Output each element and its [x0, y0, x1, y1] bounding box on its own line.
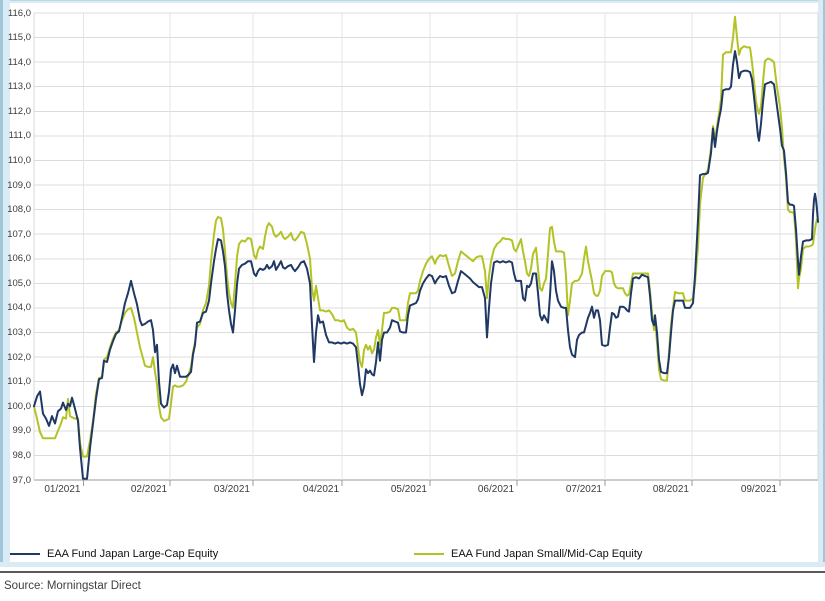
x-tick-label: 09/2021 [740, 484, 777, 495]
frame-right [818, 0, 825, 567]
y-tick-label: 108,0 [7, 204, 31, 216]
y-tick-label: 101,0 [7, 376, 31, 388]
plot-area [33, 12, 819, 486]
y-tick-label: 113,0 [7, 81, 31, 93]
source-text: Source: Morningstar Direct [4, 580, 141, 592]
legend-line-green-icon [414, 553, 444, 555]
y-tick-label: 107,0 [7, 228, 31, 240]
y-tick-label: 116,0 [7, 7, 31, 19]
x-tick-label: 07/2021 [565, 484, 602, 495]
y-tick-label: 105,0 [7, 277, 31, 289]
y-tick-label: 104,0 [7, 302, 31, 314]
y-tick-label: 115,0 [7, 32, 31, 44]
x-tick-label: 08/2021 [652, 484, 689, 495]
frame-left [0, 0, 10, 567]
y-tick-label: 109,0 [7, 179, 31, 191]
x-tick-label: 04/2021 [302, 484, 340, 495]
y-tick-label: 114,0 [7, 56, 31, 68]
legend-line-navy-icon [10, 553, 40, 555]
y-tick-label: 102,0 [7, 351, 31, 363]
y-tick-label: 103,0 [7, 327, 31, 339]
y-tick-label: 106,0 [7, 253, 31, 265]
y-tick-label: 112,0 [7, 105, 31, 117]
legend-label-large-cap: EAA Fund Japan Large-Cap Equity [47, 548, 219, 560]
y-tick-label: 98,0 [12, 449, 32, 461]
y-tick-label: 111,0 [8, 130, 31, 142]
x-tick-label: 01/2021 [44, 484, 81, 495]
y-tick-label: 99,0 [12, 425, 32, 437]
frame-top [0, 0, 825, 3]
y-tick-label: 97,0 [12, 474, 32, 486]
legend-item-small-mid-cap[interactable]: EAA Fund Japan Small/Mid-Cap Equity [414, 547, 642, 561]
legend-item-large-cap[interactable]: EAA Fund Japan Large-Cap Equity [10, 547, 218, 561]
frame-bottom [0, 562, 825, 567]
x-tick-label: 03/2021 [213, 484, 250, 495]
x-tick-label: 05/2021 [390, 484, 427, 495]
legend-label-small-mid-cap: EAA Fund Japan Small/Mid-Cap Equity [451, 548, 643, 560]
x-tick-label: 06/2021 [477, 484, 515, 495]
y-tick-label: 100,0 [7, 400, 31, 412]
y-tick-label: 110,0 [7, 154, 31, 166]
x-tick-label: 02/2021 [130, 484, 168, 495]
divider-line [0, 571, 825, 573]
